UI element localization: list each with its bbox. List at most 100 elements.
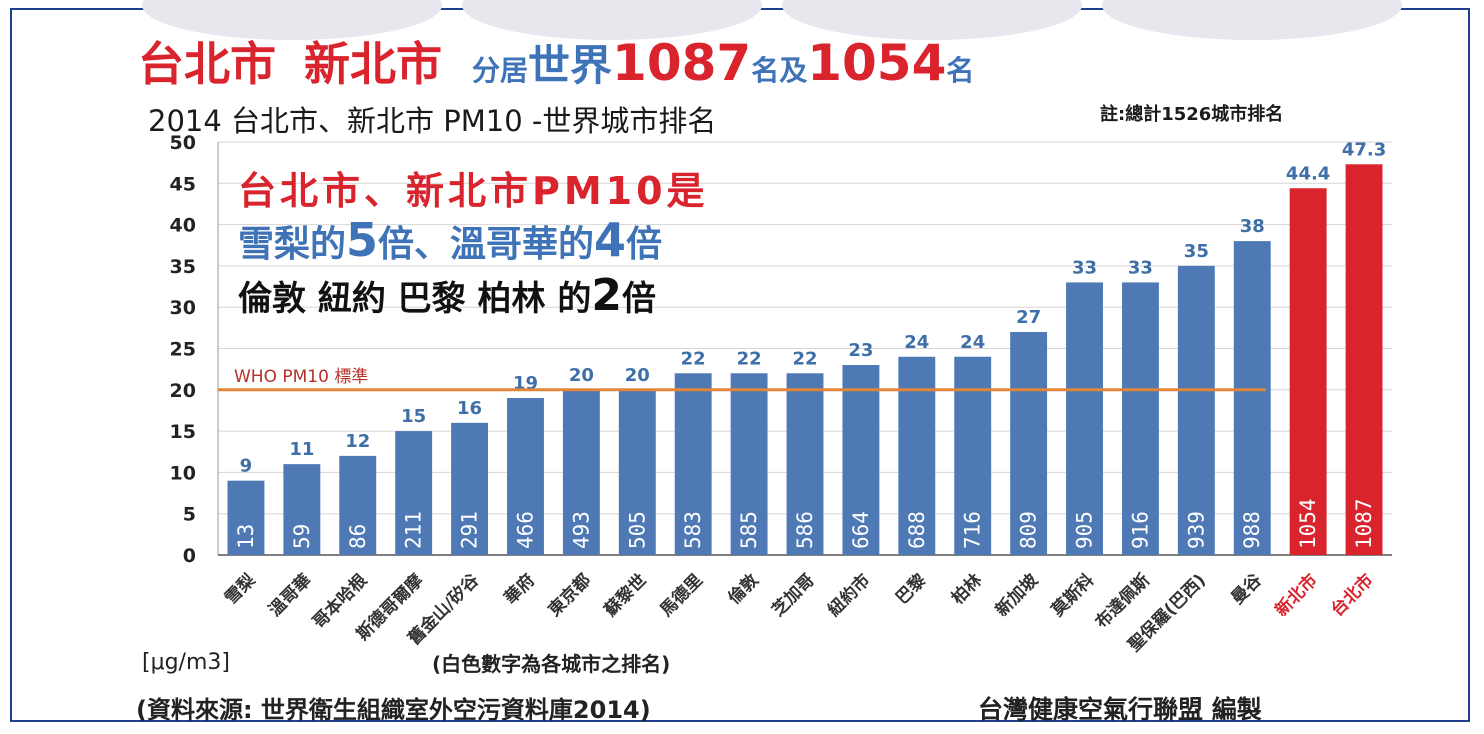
bar: [674, 373, 712, 555]
y-tick-label: 20: [170, 380, 196, 402]
headline-taipei: 台北市: [138, 37, 276, 91]
bar-rank-label: 688: [905, 511, 929, 549]
bar-rank-label: 988: [1240, 511, 1264, 549]
total-cities-note: 註:總計1526城市排名: [1100, 104, 1284, 125]
bar-value-label: 27: [1016, 307, 1041, 328]
callout-line-3-part: 倍: [622, 279, 656, 319]
bar-value-label: 33: [1072, 257, 1097, 278]
bar-value-label: 47.3: [1342, 139, 1386, 160]
bar-value-label: 35: [1184, 241, 1209, 262]
y-tick-label: 5: [183, 504, 196, 526]
bar-rank-label: 664: [849, 511, 873, 549]
callout-line-3: 倫敦 紐約 巴黎 柏林 的2倍: [238, 270, 656, 321]
bar-rank-label: 1054: [1296, 498, 1320, 549]
callout-line-1: 台北市、新北市PM10是: [238, 169, 709, 213]
bar: [1121, 282, 1159, 555]
category-label: 東京都: [544, 570, 595, 621]
bar-rank-label: 291: [458, 511, 482, 549]
y-axis-unit: [μg/m3]: [142, 650, 230, 675]
headline-new-taipei: 新北市: [304, 37, 442, 91]
bar-value-label: 22: [737, 348, 762, 369]
bar-rank-label: 809: [1017, 511, 1041, 549]
bar: [730, 373, 768, 555]
bar: [507, 398, 544, 555]
category-label: 莫斯科: [1046, 570, 1098, 622]
bar-value-label: 22: [681, 348, 706, 369]
category-label: 倫敦: [724, 569, 764, 609]
y-tick-label: 10: [170, 462, 196, 484]
bar: [395, 431, 433, 555]
y-tick-label: 15: [170, 421, 196, 443]
bar-value-label: 44.4: [1286, 163, 1330, 184]
callout-line-2-part: 倍、溫哥華的: [378, 224, 594, 265]
bar: [1010, 331, 1048, 555]
headline-rank-1087: 1087: [612, 34, 752, 92]
category-label: 蘇黎世: [599, 570, 651, 622]
callout-line-2-part: 雪梨的: [238, 224, 346, 265]
bar-rank-label: 493: [569, 511, 593, 549]
category-label: 華府: [500, 570, 539, 609]
callout-line-2-part: 4: [594, 213, 626, 267]
bar-rank-label: 905: [1073, 511, 1097, 549]
bar-value-label: 33: [1128, 257, 1153, 278]
headline-world: 世界: [528, 41, 613, 90]
bar-value-label: 15: [401, 406, 426, 427]
bar-value-label: 20: [569, 365, 594, 386]
headline-suffix: 名: [946, 54, 975, 87]
bar: [283, 464, 321, 555]
bar-rank-label: 86: [346, 524, 370, 549]
bar: [618, 389, 656, 555]
callout-line-2-part: 5: [346, 213, 378, 267]
category-label: 溫哥華: [264, 570, 315, 621]
category-label: 紐約市: [824, 570, 875, 621]
category-label: 巴黎: [891, 570, 930, 609]
bar-rank-label: 1087: [1352, 498, 1376, 549]
bar-rank-label: 585: [737, 511, 761, 549]
bar: [227, 480, 265, 555]
category-label: 新北市: [1271, 570, 1322, 621]
headline-and: 名及: [751, 54, 808, 87]
bar-value-label: 9: [240, 456, 253, 477]
y-tick-label: 40: [170, 215, 196, 237]
category-label: 曼谷: [1228, 570, 1267, 609]
bar-value-label: 23: [848, 340, 873, 361]
y-tick-label: 30: [170, 297, 196, 319]
who-reference-label: WHO PM10 標準: [234, 367, 368, 387]
category-label: 新加坡: [991, 570, 1042, 621]
bar: [1066, 282, 1103, 555]
bar: [451, 422, 489, 555]
callout-line-3-part: 2: [591, 270, 622, 321]
category-label: 馬德里: [656, 570, 707, 621]
bar: [1233, 241, 1271, 555]
bar-rank-label: 59: [290, 524, 314, 549]
rank-note: (白色數字為各城市之排名): [432, 652, 671, 676]
bar: [1289, 188, 1327, 556]
bar-rank-label: 916: [1128, 511, 1152, 549]
y-tick-label: 50: [170, 132, 196, 154]
y-tick-label: 0: [183, 545, 196, 567]
chart-subtitle: 2014 台北市、新北市 PM10 -世界城市排名: [148, 104, 717, 138]
bar: [1345, 164, 1383, 555]
bar: [339, 455, 377, 555]
bar-value-label: 38: [1240, 216, 1265, 237]
y-tick-label: 35: [170, 256, 196, 278]
bar-value-label: 24: [904, 332, 929, 353]
author-credit: 台灣健康空氣行聯盟 編製: [978, 695, 1262, 724]
data-source: (資料來源: 世界衛生組織室外空污資料庫2014): [136, 696, 651, 724]
category-label: 雪梨: [221, 569, 261, 609]
y-tick-label: 25: [170, 339, 196, 361]
callout-line-2-part: 倍: [626, 224, 662, 265]
bar-value-label: 16: [457, 398, 482, 419]
headline-rank-1054: 1054: [807, 34, 947, 92]
bar-rank-label: 716: [961, 511, 985, 549]
category-label: 柏林: [947, 570, 986, 609]
bar: [786, 373, 824, 555]
bar-rank-label: 583: [681, 511, 705, 549]
bar-rank-label: 586: [793, 511, 817, 549]
bar-rank-label: 211: [402, 511, 426, 549]
bar-value-label: 22: [792, 348, 817, 369]
bar-rank-label: 505: [625, 511, 649, 549]
category-label: 芝加哥: [768, 570, 819, 621]
bar-rank-label: 13: [234, 524, 258, 549]
